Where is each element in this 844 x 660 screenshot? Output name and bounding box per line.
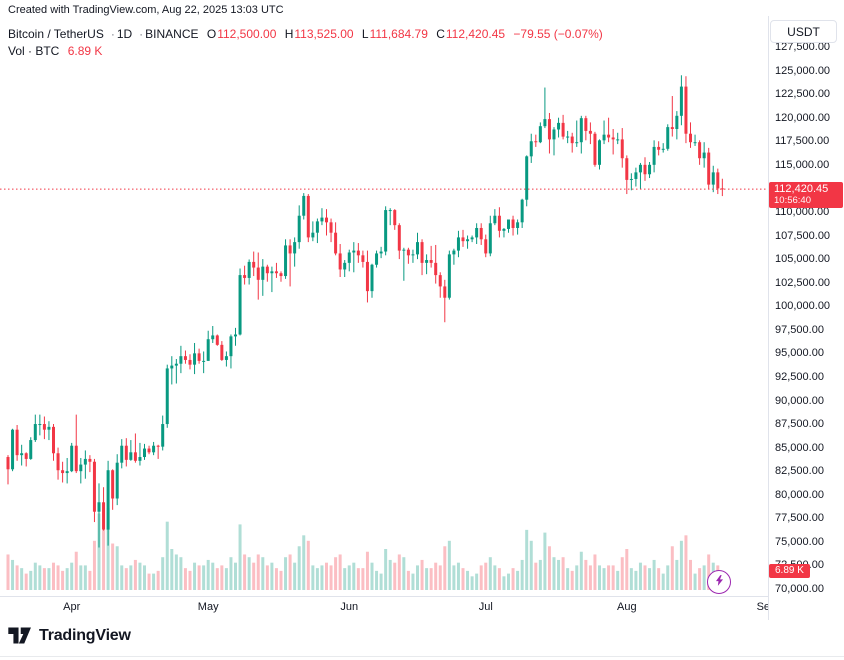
time-axis-label: Apr bbox=[63, 601, 81, 613]
close-value: 112,420.45 bbox=[445, 27, 506, 41]
price-axis-border bbox=[768, 16, 769, 620]
close-label: C bbox=[436, 27, 445, 41]
current-price-tag: 112,420.45 10:56:40 bbox=[769, 182, 843, 209]
chart-canvas[interactable] bbox=[0, 0, 768, 621]
separator-dot: · bbox=[139, 27, 144, 41]
price-axis-label: 95,000.00 bbox=[775, 347, 824, 360]
interval-label[interactable]: 1D bbox=[116, 27, 133, 41]
time-axis-label: Aug bbox=[617, 601, 637, 613]
time-axis-label: Se bbox=[756, 601, 768, 613]
ohlc-high: H113,525.00 bbox=[285, 27, 354, 41]
time-axis-border bbox=[0, 596, 768, 597]
tradingview-logo-icon[interactable] bbox=[8, 626, 32, 645]
price-axis-label: 87,500.00 bbox=[775, 418, 824, 430]
price-axis-label: 102,500.00 bbox=[775, 276, 831, 289]
change-value: −79.55 (−0.07%) bbox=[513, 27, 603, 41]
tradingview-logo-text[interactable]: TradingView bbox=[39, 626, 131, 644]
price-axis-label: 122,500.00 bbox=[775, 88, 831, 101]
volume-value: 6.89 K bbox=[67, 44, 103, 58]
bar-countdown: 10:56:40 bbox=[774, 195, 811, 207]
price-axis-label: 115,000.00 bbox=[775, 158, 830, 171]
ohlc-low: L111,684.79 bbox=[362, 27, 428, 41]
price-axis-label: 120,000.00 bbox=[775, 111, 831, 124]
volume-label[interactable]: Vol · BTC bbox=[8, 44, 60, 58]
time-axis[interactable]: Apr May Jun Jul Aug Se bbox=[0, 596, 768, 620]
ohlc-open: O112,500.00 bbox=[207, 27, 277, 41]
low-label: L bbox=[361, 27, 369, 41]
price-axis-label: 77,500.00 bbox=[775, 512, 824, 525]
price-axis-label: 92,500.00 bbox=[775, 370, 824, 383]
currency-toggle-button[interactable]: USDT bbox=[770, 20, 837, 43]
price-axis-label: 82,500.00 bbox=[775, 465, 824, 478]
open-value: 112,500.00 bbox=[217, 27, 277, 41]
chart-legend: Bitcoin / TetherUS · 1D · BINANCE O112,500.0… bbox=[8, 26, 608, 60]
price-axis-label: 97,500.00 bbox=[775, 323, 824, 336]
open-label: O bbox=[206, 27, 217, 41]
price-axis-label: 75,000.00 bbox=[775, 535, 824, 548]
legend-row-main: Bitcoin / TetherUS · 1D · BINANCE O112,500.0… bbox=[8, 26, 608, 43]
price-axis-label: 70,000.00 bbox=[775, 583, 824, 595]
exchange-label: BINANCE bbox=[145, 27, 199, 41]
legend-row-volume: Vol · BTC 6.89 K bbox=[8, 43, 608, 60]
price-axis-label: 107,500.00 bbox=[775, 229, 831, 242]
symbol-title[interactable]: Bitcoin / TetherUS bbox=[8, 27, 104, 41]
price-axis-label: 90,000.00 bbox=[775, 394, 824, 407]
separator-dot: · bbox=[110, 27, 115, 41]
bottom-border bbox=[0, 656, 844, 657]
time-axis-label: Jul bbox=[478, 601, 493, 613]
high-label: H bbox=[284, 27, 294, 41]
boost-button[interactable] bbox=[707, 570, 731, 594]
time-axis-label: Jun bbox=[340, 601, 359, 613]
price-axis-label: 100,000.00 bbox=[775, 300, 831, 313]
attribution-text: Created with TradingView.com, Aug 22, 20… bbox=[8, 4, 284, 16]
high-value: 113,525.00 bbox=[294, 27, 354, 41]
volume-axis-badge: 6.89 K bbox=[769, 564, 810, 578]
price-axis-label: 127,500.00 bbox=[775, 41, 831, 53]
low-value: 111,684.79 bbox=[369, 27, 428, 41]
footer-brand: TradingView bbox=[8, 626, 131, 645]
price-axis-label: 80,000.00 bbox=[775, 488, 824, 501]
time-axis-label: May bbox=[197, 601, 219, 613]
price-axis-label: 105,000.00 bbox=[775, 253, 831, 266]
price-axis-label: 117,500.00 bbox=[775, 135, 830, 148]
ohlc-close: C112,420.45 bbox=[436, 27, 505, 41]
current-price-value: 112,420.45 bbox=[774, 183, 829, 196]
price-axis-label: 125,000.00 bbox=[775, 64, 831, 77]
price-axis-label: 110,000.00 bbox=[775, 206, 830, 218]
lightning-icon bbox=[713, 574, 726, 590]
price-axis-label: 85,000.00 bbox=[775, 441, 824, 454]
price-axis[interactable]: 127,500.00 125,000.00 122,500.00 120,000.00… bbox=[768, 16, 844, 620]
